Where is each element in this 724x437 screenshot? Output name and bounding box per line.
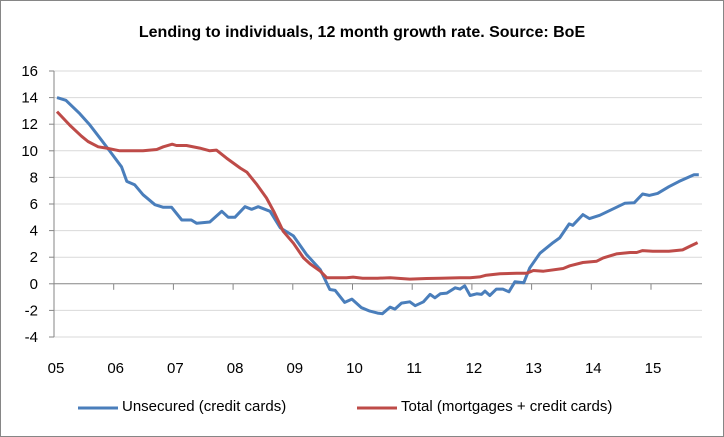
chart-title: Lending to individuals, 12 month growth …	[138, 24, 586, 41]
y-tick-label: 12	[21, 116, 38, 133]
x-tick-label: 07	[167, 360, 184, 377]
series-line-unsecured	[56, 96, 699, 316]
y-tick-label: -4	[25, 329, 38, 346]
y-tick-label: 10	[21, 143, 38, 160]
x-tick-label: 06	[107, 360, 124, 377]
y-tick-label: 8	[30, 169, 38, 186]
y-tick-label: 2	[30, 249, 38, 266]
x-tick-label: 10	[346, 360, 363, 377]
y-tick-label: 6	[30, 196, 38, 213]
y-tick-label: 4	[30, 223, 38, 240]
legend-label-total: Total (mortgages + credit cards)	[401, 398, 613, 415]
x-tick-label: 15	[645, 360, 662, 377]
y-tick-label: -2	[25, 302, 38, 319]
x-tick-label: 12	[466, 360, 483, 377]
x-tick-label: 09	[286, 360, 303, 377]
x-tick-label: 05	[48, 360, 65, 377]
y-tick-label: 16	[21, 63, 38, 80]
x-tick-label: 11	[406, 360, 422, 377]
x-tick-label: 13	[525, 360, 542, 377]
y-tick-label: 0	[30, 276, 38, 293]
x-tick-label: 08	[227, 360, 244, 377]
y-tick-label: 14	[21, 90, 38, 107]
x-tick-label: 14	[585, 360, 602, 377]
series-line-total	[55, 110, 699, 281]
legend-label-unsecured: Unsecured (credit cards)	[122, 398, 287, 415]
